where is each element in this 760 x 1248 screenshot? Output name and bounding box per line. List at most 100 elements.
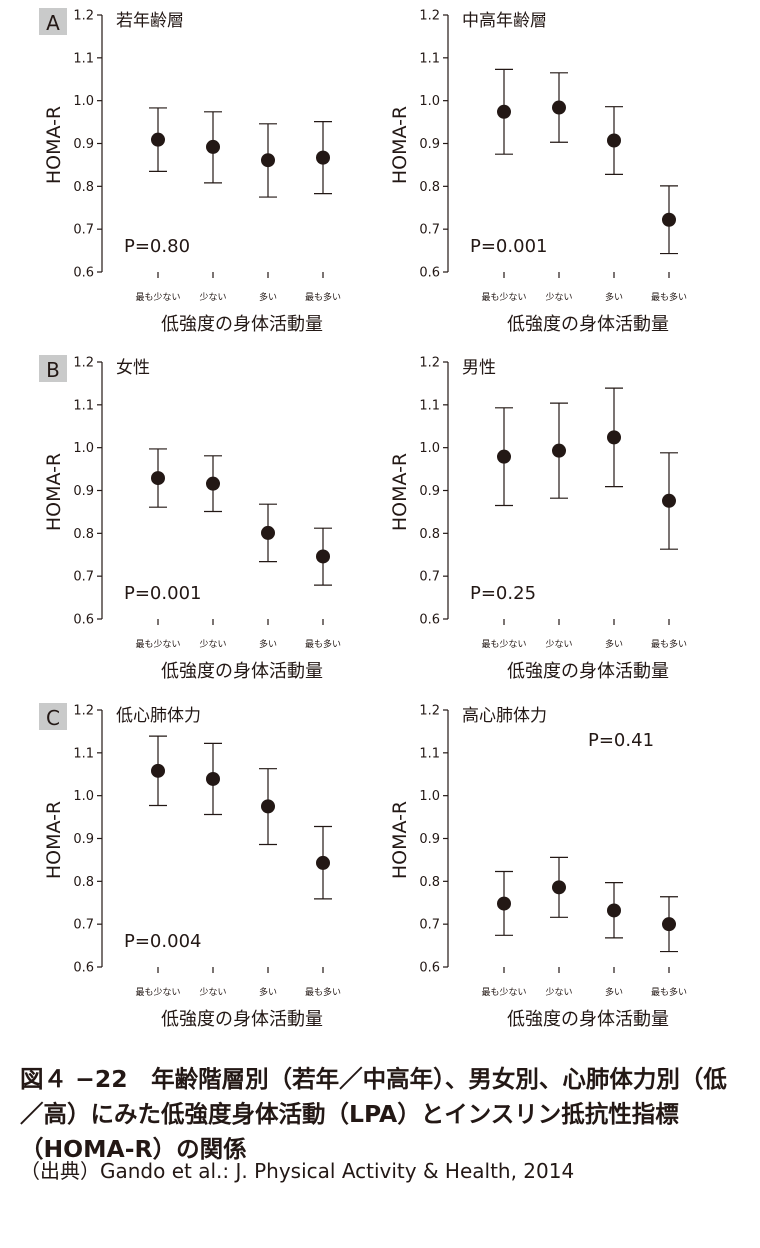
y-tick-label: 1.1 bbox=[73, 398, 94, 413]
x-tick-label: 最も多い bbox=[305, 638, 341, 650]
y-tick-label: 1.2 bbox=[419, 9, 440, 24]
panel-title: 男性 bbox=[462, 358, 496, 378]
y-tick-label: 0.7 bbox=[419, 918, 440, 933]
data-point bbox=[316, 855, 330, 870]
x-tick-label: 多い bbox=[605, 291, 623, 303]
y-tick-label: 0.7 bbox=[419, 570, 440, 585]
x-tick-label: 多い bbox=[605, 986, 623, 998]
p-value: P=0.001 bbox=[124, 583, 201, 604]
y-axis-title: HOMA-R bbox=[389, 801, 411, 879]
caption-source: （出典）Gando et al.: J. Physical Activity &… bbox=[20, 1159, 575, 1183]
y-tick-label: 0.6 bbox=[419, 961, 440, 976]
x-axis-title: 低強度の身体活動量 bbox=[161, 314, 323, 335]
y-tick-label: 0.9 bbox=[419, 832, 440, 847]
y-tick-label: 1.2 bbox=[73, 356, 94, 371]
p-value: P=0.001 bbox=[470, 236, 547, 257]
y-tick-label: 0.6 bbox=[419, 613, 440, 628]
panel-title: 低心肺体力 bbox=[116, 706, 201, 726]
p-value: P=0.004 bbox=[124, 931, 201, 952]
x-tick-label: 多い bbox=[259, 638, 277, 650]
y-tick-label: 0.6 bbox=[419, 266, 440, 281]
p-value: P=0.41 bbox=[588, 730, 654, 751]
y-tick-label: 1.0 bbox=[73, 789, 94, 804]
x-axis-title: 低強度の身体活動量 bbox=[507, 1009, 669, 1030]
x-tick-label: 少ない bbox=[199, 987, 226, 998]
y-axis-title: HOMA-R bbox=[43, 106, 65, 184]
x-axis-title: 低強度の身体活動量 bbox=[507, 661, 669, 682]
x-tick-label: 最も少ない bbox=[481, 292, 526, 303]
x-tick-label: 多い bbox=[259, 986, 277, 998]
y-tick-label: 0.7 bbox=[419, 223, 440, 238]
data-point bbox=[552, 443, 566, 458]
y-tick-label: 0.8 bbox=[73, 527, 94, 542]
y-tick-label: 0.8 bbox=[419, 527, 440, 542]
y-tick-label: 0.9 bbox=[419, 137, 440, 152]
data-point bbox=[552, 100, 566, 115]
data-point bbox=[497, 449, 511, 464]
x-tick-label: 少ない bbox=[545, 639, 572, 650]
y-tick-label: 1.2 bbox=[73, 704, 94, 719]
y-tick-label: 0.9 bbox=[73, 832, 94, 847]
y-axis-title: HOMA-R bbox=[389, 453, 411, 531]
panel-label-box bbox=[39, 355, 67, 382]
data-point bbox=[261, 153, 275, 168]
y-tick-label: 1.2 bbox=[419, 704, 440, 719]
y-tick-label: 1.1 bbox=[73, 746, 94, 761]
x-tick-label: 少ない bbox=[199, 639, 226, 650]
x-tick-label: 最も多い bbox=[651, 638, 687, 650]
y-tick-label: 0.9 bbox=[73, 484, 94, 499]
x-tick-label: 少ない bbox=[545, 292, 572, 303]
caption-title: 図４ −22 年齢階層別（若年／中高年）、男女別、心肺体力別（低／高）にみた低強… bbox=[20, 1065, 727, 1163]
panel-title: 女性 bbox=[116, 358, 150, 378]
data-point bbox=[607, 903, 621, 918]
y-tick-label: 0.9 bbox=[73, 137, 94, 152]
y-axis-title: HOMA-R bbox=[43, 453, 65, 531]
x-tick-label: 最も多い bbox=[651, 291, 687, 303]
data-point bbox=[607, 133, 621, 148]
y-tick-label: 1.0 bbox=[419, 789, 440, 804]
y-tick-label: 1.0 bbox=[419, 94, 440, 109]
x-axis-title: 低強度の身体活動量 bbox=[507, 314, 669, 335]
data-point bbox=[497, 896, 511, 911]
x-axis-title: 低強度の身体活動量 bbox=[161, 1009, 323, 1030]
data-point bbox=[206, 139, 220, 154]
data-point bbox=[607, 430, 621, 445]
panel-label: B bbox=[46, 358, 60, 382]
y-tick-label: 0.8 bbox=[419, 875, 440, 890]
data-point bbox=[261, 525, 275, 540]
data-point bbox=[151, 471, 165, 486]
x-tick-label: 最も少ない bbox=[481, 639, 526, 650]
y-axis-title: HOMA-R bbox=[389, 106, 411, 184]
y-tick-label: 0.7 bbox=[73, 223, 94, 238]
y-tick-label: 0.7 bbox=[73, 918, 94, 933]
y-tick-label: 0.8 bbox=[419, 180, 440, 195]
y-tick-label: 0.9 bbox=[419, 484, 440, 499]
data-point bbox=[662, 917, 676, 932]
panel-label: C bbox=[46, 706, 60, 730]
x-tick-label: 少ない bbox=[545, 987, 572, 998]
x-tick-label: 最も少ない bbox=[135, 987, 180, 998]
y-tick-label: 0.7 bbox=[73, 570, 94, 585]
panel-label-box bbox=[39, 703, 67, 730]
data-point bbox=[206, 771, 220, 786]
data-point bbox=[662, 493, 676, 508]
p-value: P=0.25 bbox=[470, 583, 536, 604]
x-tick-label: 多い bbox=[259, 291, 277, 303]
y-tick-label: 1.1 bbox=[419, 398, 440, 413]
y-tick-label: 1.0 bbox=[73, 441, 94, 456]
x-tick-label: 最も多い bbox=[305, 986, 341, 998]
y-tick-label: 1.0 bbox=[73, 94, 94, 109]
y-tick-label: 1.1 bbox=[419, 746, 440, 761]
data-point bbox=[206, 476, 220, 491]
x-tick-label: 最も多い bbox=[305, 291, 341, 303]
data-point bbox=[261, 799, 275, 814]
x-tick-label: 最も少ない bbox=[135, 639, 180, 650]
x-tick-label: 最も少ない bbox=[135, 292, 180, 303]
x-tick-label: 多い bbox=[605, 638, 623, 650]
data-point bbox=[497, 104, 511, 119]
x-tick-label: 少ない bbox=[199, 292, 226, 303]
